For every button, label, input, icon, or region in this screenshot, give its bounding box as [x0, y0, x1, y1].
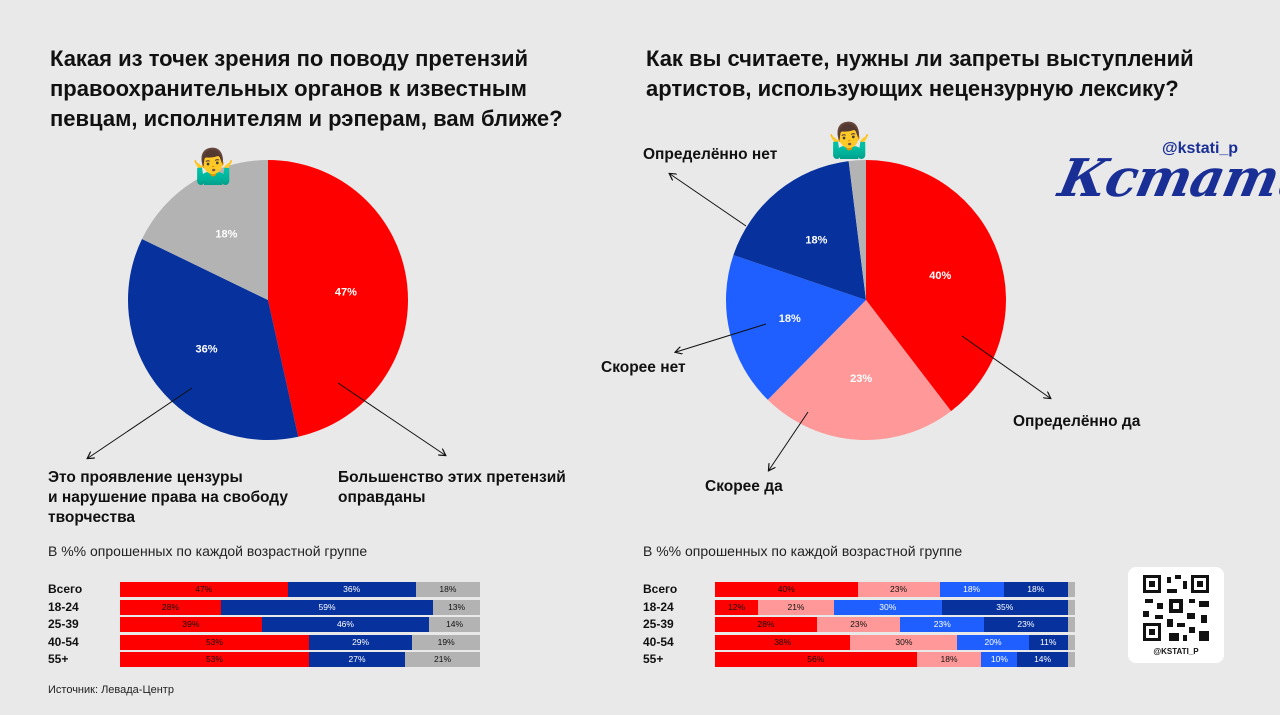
- bar-segment: 39%: [120, 617, 262, 632]
- brand-logo: Кстати,: [1053, 148, 1280, 209]
- pie-slice-label: 18%: [805, 234, 827, 246]
- bar-segment: 23%: [816, 617, 901, 632]
- bar-segment: 53%: [120, 634, 309, 650]
- bar-category-label: 25-39: [48, 617, 79, 631]
- bar-segment: 35%: [941, 599, 1068, 615]
- pie-slice: [141, 160, 268, 300]
- bar-segment: [1067, 634, 1075, 650]
- bar-segment: 27%: [308, 652, 406, 667]
- bar-row: 18-24 28% 59% 13%: [48, 599, 482, 615]
- person-shrugging-icon: 🤷‍♂️: [192, 148, 235, 186]
- bar-segment: 28%: [715, 617, 817, 632]
- bar-segment: 36%: [287, 582, 416, 597]
- bar-segment: 12%: [715, 599, 759, 615]
- bar-segment: 23%: [857, 582, 940, 597]
- bar-segment: 13%: [433, 599, 480, 615]
- right-bars-subtitle: В %% опрошенных по каждой возрастной гру…: [643, 543, 963, 559]
- left-bars-subtitle: В %% опрошенных по каждой возрастной гру…: [48, 543, 368, 559]
- pie-slice: [726, 255, 866, 400]
- bar-row: 25-39 39% 46% 14%: [48, 617, 482, 632]
- bar-category-label: 55+: [643, 652, 664, 666]
- bar-category-label: 18-24: [643, 599, 674, 614]
- bar-segment: 14%: [1017, 652, 1068, 667]
- bar-segment: 47%: [120, 582, 288, 597]
- person-shrugging-icon: 🤷‍♂️: [828, 122, 871, 160]
- pie-slice: [848, 160, 866, 300]
- callout-censorship: Это проявление цензуры и нарушение права…: [48, 469, 288, 526]
- bar-segment: 21%: [758, 599, 834, 615]
- qr-code-icon: [1143, 575, 1209, 641]
- bar-segment: 46%: [261, 617, 430, 632]
- bar-category-label: Всего: [643, 582, 678, 596]
- pie-slice-label: 40%: [929, 270, 951, 282]
- bar-segment: 59%: [220, 599, 434, 615]
- bar-segment: [1067, 652, 1075, 667]
- pie-slice: [767, 300, 952, 440]
- bar-segment: [1067, 582, 1075, 597]
- pie-slice-label: 23%: [850, 373, 872, 385]
- bar-segment: 56%: [715, 652, 917, 667]
- bar-category-label: 25-39: [643, 617, 674, 631]
- callout-rather-yes: Скорее да: [705, 478, 783, 495]
- bar-segment: 10%: [981, 652, 1018, 667]
- pie-slice-label: 47%: [335, 286, 357, 298]
- bar-category-label: 55+: [48, 652, 69, 666]
- callout-definitely-yes: Определённо да: [1013, 413, 1141, 430]
- bar-category-label: Всего: [48, 582, 83, 596]
- pie-slice: [268, 160, 408, 437]
- right-pie-chart: 40% 23% 18% 18%: [726, 160, 1006, 440]
- bar-segment: 23%: [900, 617, 985, 632]
- bar-segment: 18%: [916, 652, 982, 667]
- bar-segment: 38%: [715, 634, 851, 650]
- left-chart-title: Какая из точек зрения по поводу претензи…: [50, 46, 563, 131]
- left-pie-chart: 47% 36% 18%: [128, 160, 408, 440]
- bar-segment: 40%: [715, 582, 858, 597]
- bar-segment: 30%: [850, 634, 958, 650]
- bar-row: 55+ 53% 27% 21%: [48, 652, 482, 667]
- pie-slice: [733, 161, 866, 300]
- bar-row: Всего 47% 36% 18%: [48, 582, 482, 597]
- bar-segment: 29%: [308, 634, 413, 650]
- bar-row: 40-54 53% 29% 19%: [48, 634, 482, 650]
- pie-slice-label: 18%: [215, 229, 237, 241]
- bar-segment: 30%: [833, 599, 942, 615]
- bar-segment: 11%: [1028, 634, 1068, 650]
- bar-segment: 28%: [120, 599, 221, 615]
- bar-segment: 18%: [415, 582, 480, 597]
- bar-category-label: 40-54: [643, 634, 674, 649]
- callout-rather-no: Скорее нет: [601, 359, 686, 376]
- bar-segment: 14%: [429, 617, 480, 632]
- right-stacked-bars: Всего 40% 23% 18% 18% 18-24 12% 21% 30% 35% 25-39 2…: [643, 582, 1077, 668]
- bar-row: Всего 40% 23% 18% 18%: [643, 582, 1077, 597]
- callout-justified: Большенство этих претензий оправданы: [338, 469, 566, 506]
- bar-row: 55+ 56% 18% 10% 14%: [643, 652, 1077, 667]
- brand-handle[interactable]: @kstati_p: [1162, 140, 1239, 157]
- bar-segment: 18%: [1003, 582, 1068, 597]
- bar-segment: 20%: [957, 634, 1029, 650]
- callout-definitely-no: Определённо нет: [643, 146, 778, 163]
- bar-row: 25-39 28% 23% 23% 23%: [643, 617, 1077, 632]
- right-chart-title: Как вы считаете, нужны ли запреты выступ…: [646, 46, 1194, 101]
- bar-segment: [1067, 617, 1075, 632]
- bar-row: 18-24 12% 21% 30% 35%: [643, 599, 1077, 615]
- bar-category-label: 18-24: [48, 599, 79, 614]
- bar-row: 40-54 38% 30% 20% 11%: [643, 634, 1077, 650]
- qr-card[interactable]: @KSTATI_P: [1128, 567, 1224, 663]
- bar-segment: 19%: [412, 634, 480, 650]
- bar-segment: [1067, 599, 1075, 615]
- source-note: Источник: Левада-Центр: [48, 684, 174, 696]
- left-stacked-bars: Всего 47% 36% 18% 18-24 28% 59% 13% 25-39 39% 46% 1…: [48, 582, 482, 668]
- bar-segment: 21%: [405, 652, 480, 667]
- bar-category-label: 40-54: [48, 634, 79, 649]
- qr-handle: @KSTATI_P: [1153, 647, 1199, 656]
- bar-segment: 18%: [939, 582, 1004, 597]
- pie-slice-label: 18%: [779, 313, 801, 325]
- bar-segment: 23%: [984, 617, 1068, 632]
- pie-slice-label: 36%: [195, 344, 217, 356]
- bar-segment: 53%: [120, 652, 309, 667]
